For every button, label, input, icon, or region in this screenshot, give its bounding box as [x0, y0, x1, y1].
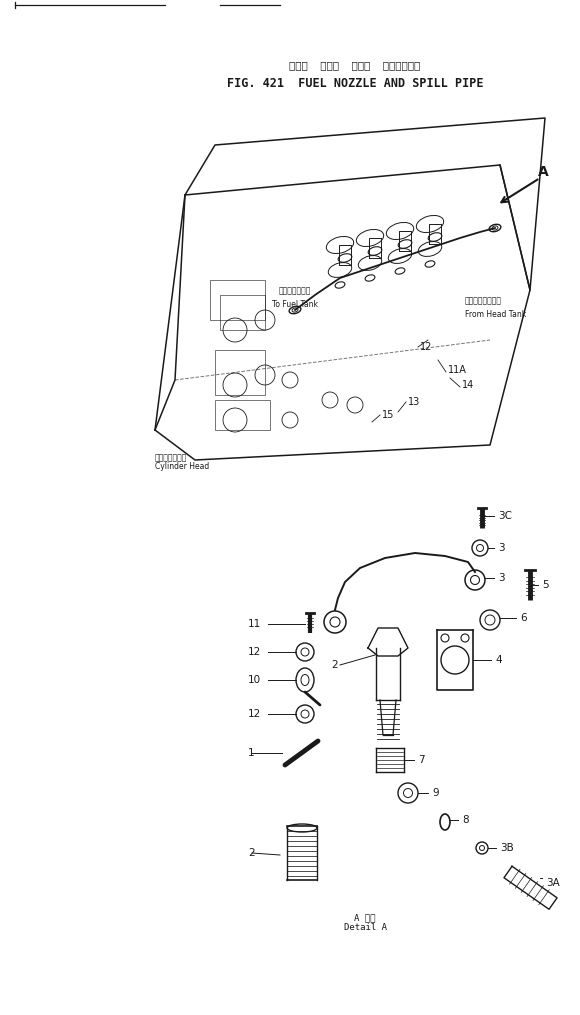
Text: 3: 3	[498, 573, 505, 583]
Text: 10: 10	[248, 675, 261, 685]
Bar	[220, 295, 265, 330]
Text: 15: 15	[382, 410, 394, 420]
Text: A: A	[538, 165, 548, 179]
Ellipse shape	[292, 308, 298, 312]
Text: 11: 11	[248, 619, 261, 629]
Text: 4: 4	[495, 655, 502, 665]
Text: 2: 2	[331, 660, 338, 670]
Bar	[210, 280, 265, 320]
Text: 9: 9	[432, 788, 438, 798]
Text: 12: 12	[248, 709, 261, 719]
Text: 3C: 3C	[498, 511, 512, 521]
Text: 3A: 3A	[546, 878, 560, 888]
Text: 8: 8	[462, 815, 469, 825]
Bar	[215, 400, 270, 430]
Text: 14: 14	[462, 380, 474, 390]
Text: 3B: 3B	[500, 843, 514, 853]
Text: FIG. 421  FUEL NOZZLE AND SPILL PIPE: FIG. 421 FUEL NOZZLE AND SPILL PIPE	[227, 76, 483, 89]
Ellipse shape	[440, 814, 450, 830]
Text: 11A: 11A	[448, 365, 467, 375]
Text: 7: 7	[418, 755, 425, 765]
Text: シリンダヘッド: シリンダヘッド	[155, 453, 187, 462]
Text: 5: 5	[542, 580, 549, 590]
Circle shape	[330, 617, 340, 627]
Text: 13: 13	[408, 397, 420, 407]
Text: To Fuel Tank: To Fuel Tank	[272, 300, 318, 309]
Text: From Head Tank: From Head Tank	[465, 310, 526, 319]
Text: 1: 1	[248, 748, 255, 758]
Ellipse shape	[492, 226, 498, 230]
Circle shape	[470, 576, 480, 585]
Bar	[215, 350, 265, 395]
Text: A 詳細: A 詳細	[354, 914, 376, 923]
Text: フェル  ノズル  および  スピルパイプ: フェル ノズル および スピルパイプ	[289, 60, 420, 70]
Text: Detail A: Detail A	[343, 924, 386, 933]
Text: ヘッドタンクより: ヘッドタンクより	[465, 296, 502, 304]
Text: 12: 12	[420, 342, 432, 352]
Text: Cylinder Head: Cylinder Head	[155, 462, 209, 471]
Text: フェルタンクへ: フェルタンクへ	[279, 286, 311, 295]
Text: 3: 3	[498, 543, 505, 553]
Text: 2: 2	[248, 848, 255, 858]
Text: 12: 12	[248, 647, 261, 657]
Text: 6: 6	[520, 613, 527, 623]
